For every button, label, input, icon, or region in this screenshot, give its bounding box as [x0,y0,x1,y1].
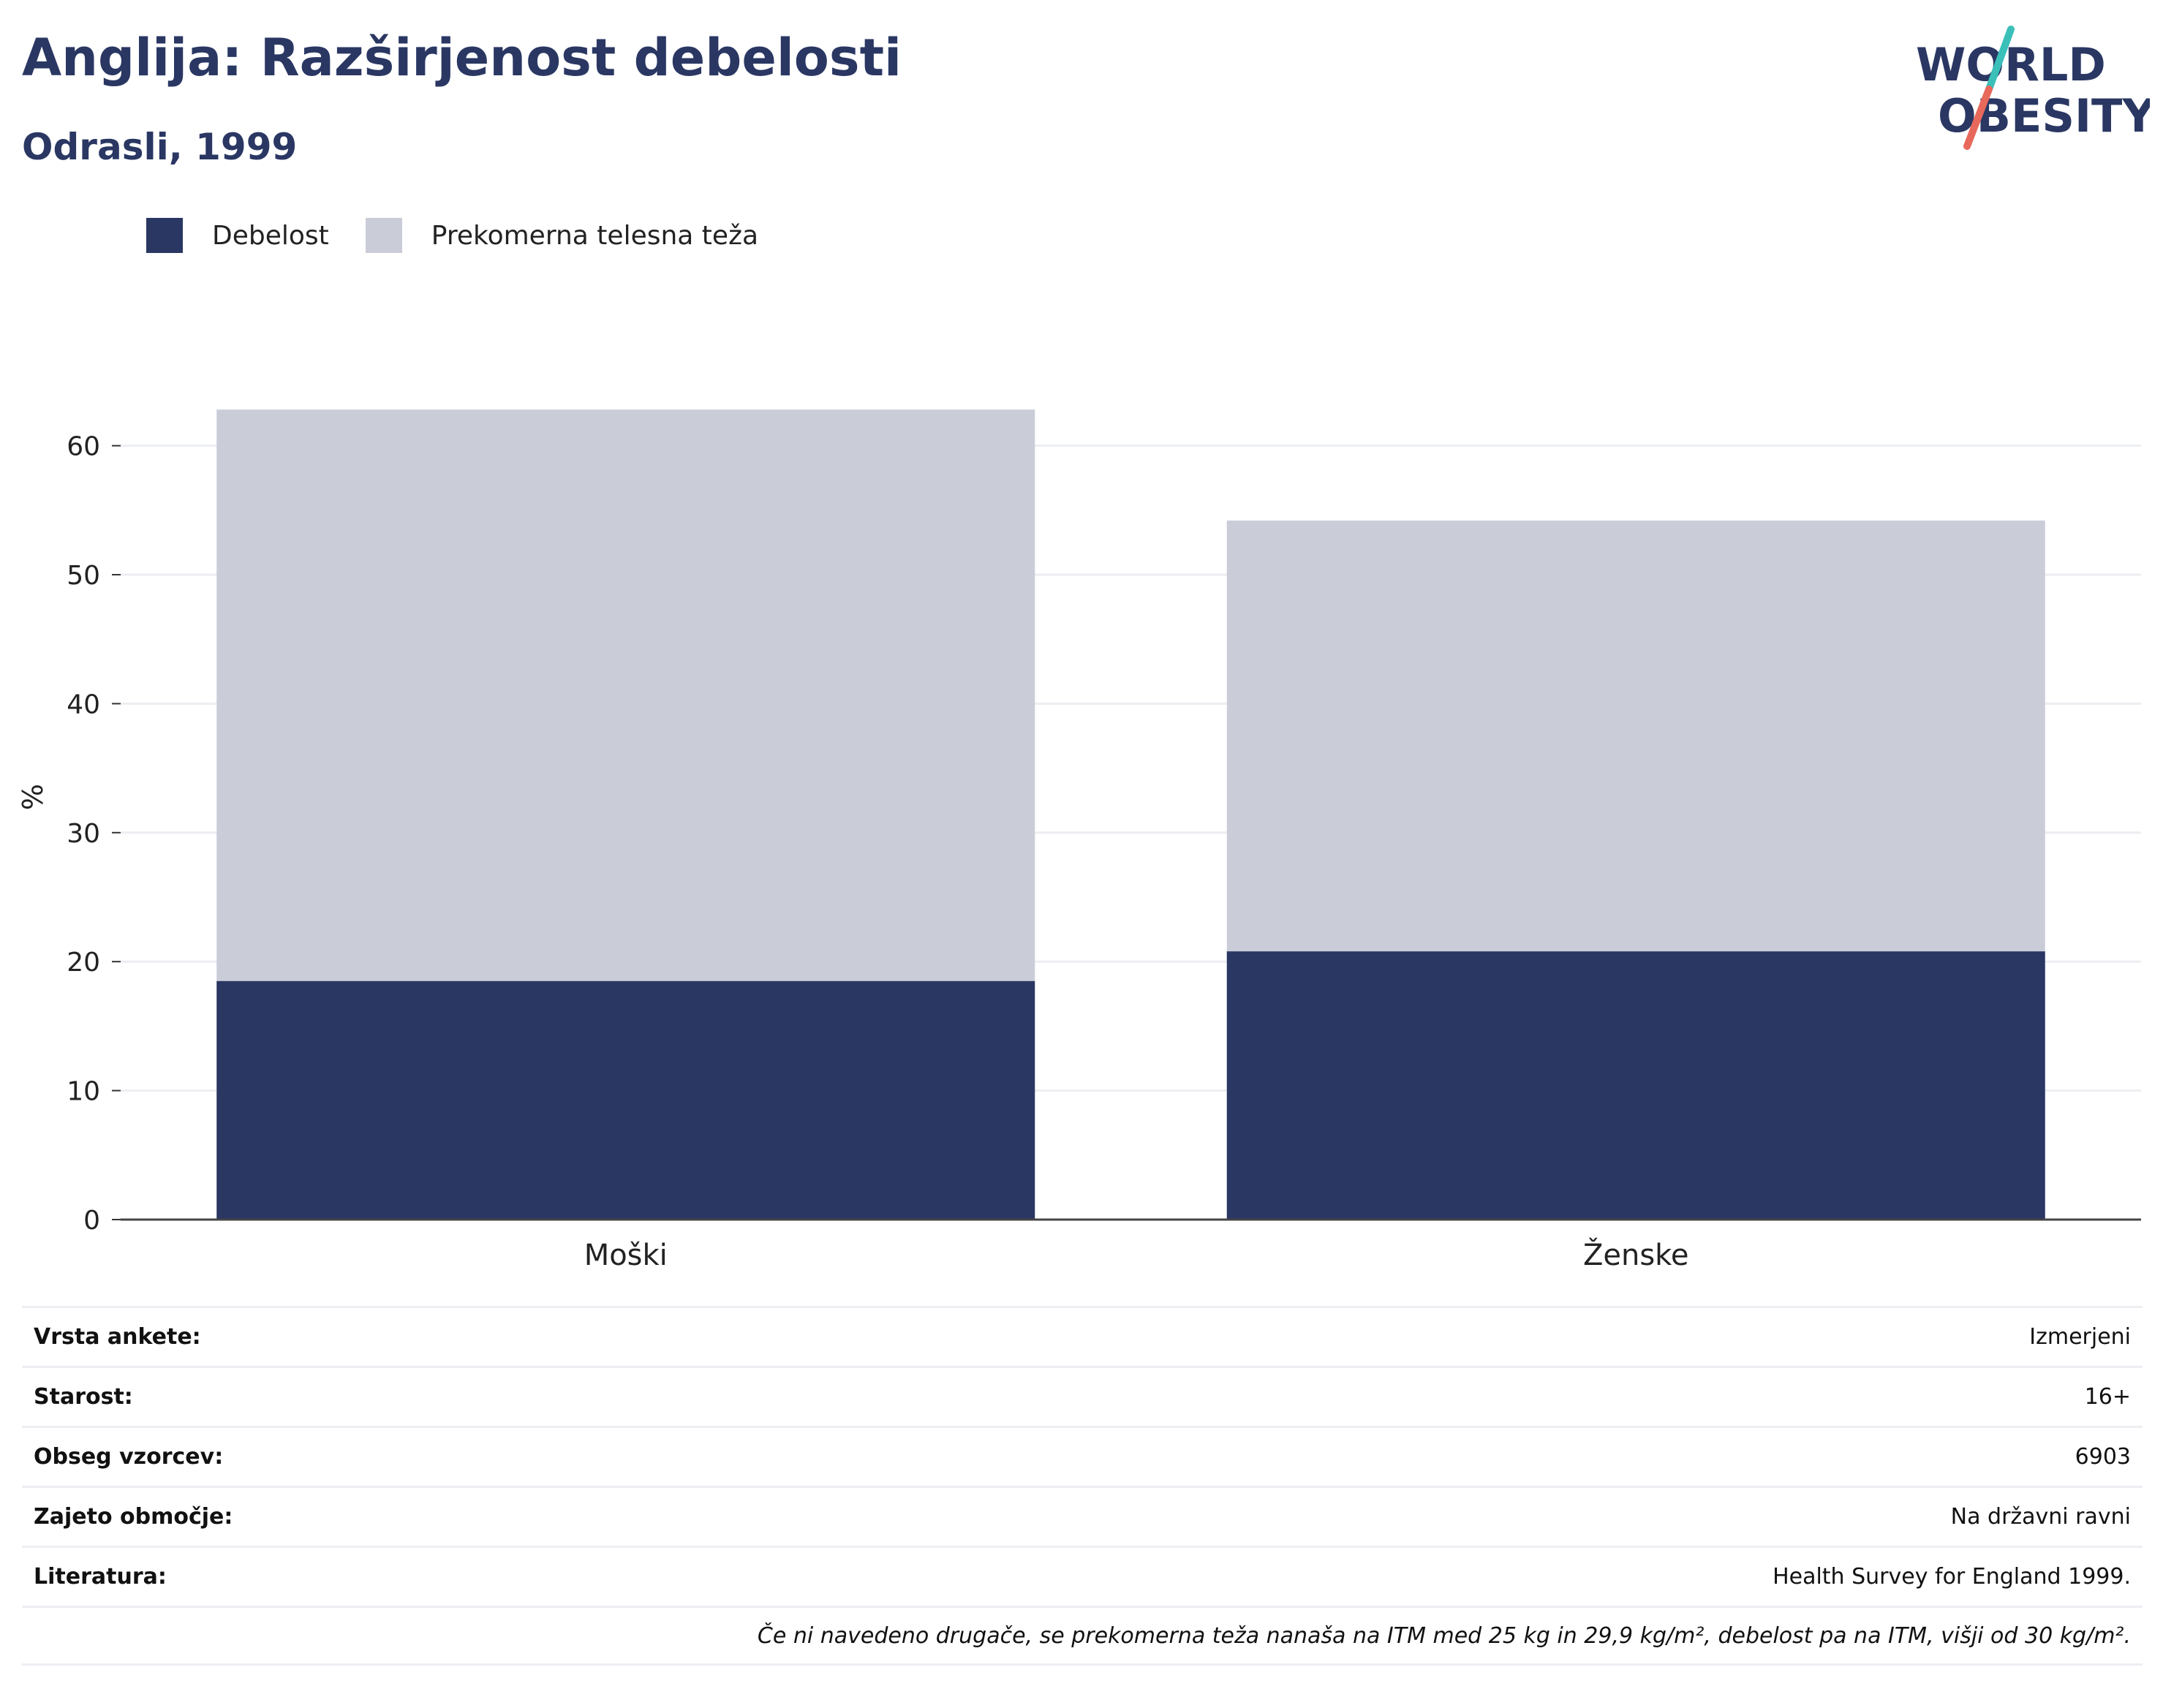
logo-slash-teal [1985,26,2015,93]
y-tick-label: 0 [83,1206,100,1236]
legend-item-obesity[interactable]: Debelost [146,218,329,253]
legend-swatch-obesity [146,218,183,253]
definition-note: Če ni navedeno drugače, se prekomerna te… [22,1606,2143,1666]
legend-label-obesity: Debelost [212,220,329,251]
info-row: Literatura: Health Survey for England 199… [22,1546,2143,1606]
legend-label-overweight: Prekomerna telesna teža [431,220,759,251]
y-tick-label: 40 [67,689,100,719]
x-tick-label: Ženske [1583,1237,1689,1272]
info-value: 6903 [2075,1444,2131,1470]
logo-text-world: WORLD [1916,38,2106,91]
bar-overweight[interactable] [1226,520,2045,952]
legend-item-overweight[interactable]: Prekomerna telesna teža [365,218,759,253]
y-tick-label: 20 [67,948,100,978]
world-obesity-logo: WORLD OBESITY [1916,26,2150,150]
info-value: Health Survey for England 1999. [1773,1564,2131,1590]
info-row: Zajeto območje: Na državni ravni [22,1486,2143,1546]
info-row: Starost: 16+ [22,1366,2143,1426]
info-row: Vrsta ankete: Izmerjeni [22,1306,2143,1366]
bar-overweight[interactable] [216,409,1035,981]
x-tick-label: Moški [584,1239,668,1272]
legend-swatch-overweight [365,218,402,253]
info-label: Vrsta ankete: [34,1324,201,1350]
info-value: Na državni ravni [1950,1504,2131,1530]
logo-slash-coral [1963,86,1993,150]
info-value: 16+ [2084,1384,2131,1410]
y-tick-label: 50 [67,561,100,591]
chart-subtitle: Odrasli, 1999 [22,126,298,168]
info-label: Starost: [34,1384,133,1410]
bar-obesity[interactable] [216,980,1035,1220]
chart-title: Anglija: Razširjenost debelosti [22,28,902,88]
info-label: Literatura: [34,1564,167,1590]
bar-obesity[interactable] [1226,951,2045,1220]
survey-info-table: Vrsta ankete: Izmerjeni Starost: 16+ Obseg v… [22,1306,2143,1666]
axes: 0 10 20 30 40 50 60 Moški Ženske [67,432,2141,1272]
bar-chart: 0 10 20 30 40 50 60 Moški Ženske % [17,409,2141,1272]
y-tick-label: 10 [67,1077,100,1107]
info-row: Obseg vzorcev: 6903 [22,1426,2143,1486]
bars [216,409,2045,1220]
info-value: Izmerjeni [2029,1324,2131,1350]
legend: Debelost Prekomerna telesna teža [146,218,795,253]
info-label: Obseg vzorcev: [34,1444,224,1470]
y-tick-label: 30 [67,819,100,849]
info-label: Zajeto območje: [34,1504,233,1530]
y-tick-label: 60 [67,432,100,462]
y-axis-label: % [17,784,49,810]
